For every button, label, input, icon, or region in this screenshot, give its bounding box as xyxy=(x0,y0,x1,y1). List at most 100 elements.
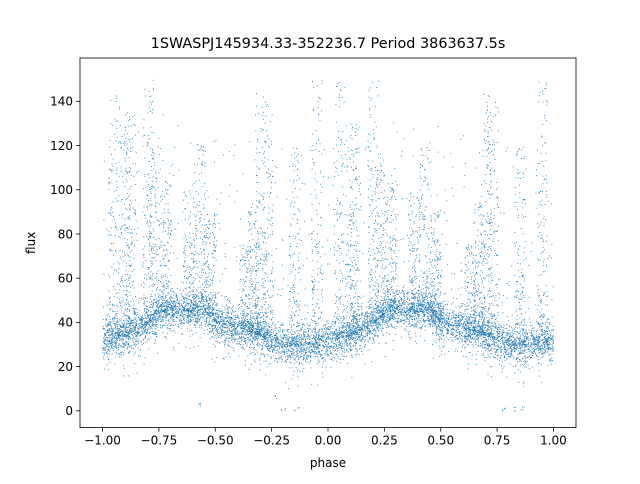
data-point xyxy=(451,317,453,319)
data-point xyxy=(503,349,505,351)
data-point xyxy=(490,331,492,333)
data-point xyxy=(213,320,215,322)
data-point xyxy=(550,332,552,334)
data-point xyxy=(391,306,393,308)
data-point xyxy=(462,344,464,346)
data-point xyxy=(279,339,281,341)
data-point xyxy=(406,308,408,310)
data-point xyxy=(334,336,336,338)
data-point xyxy=(509,343,511,345)
data-point xyxy=(549,342,551,344)
data-point xyxy=(162,306,164,308)
data-point xyxy=(376,304,378,306)
data-point xyxy=(277,336,279,338)
data-point xyxy=(272,355,274,357)
data-point xyxy=(299,335,301,337)
data-point xyxy=(518,353,520,355)
data-point xyxy=(214,327,215,329)
data-point xyxy=(508,343,510,345)
data-point xyxy=(370,300,372,301)
data-point xyxy=(485,344,486,345)
data-point xyxy=(425,310,427,312)
data-point xyxy=(413,295,415,297)
data-point xyxy=(204,314,206,316)
data-point xyxy=(225,340,227,342)
data-point xyxy=(102,326,104,327)
data-point xyxy=(418,302,420,304)
data-point xyxy=(147,316,149,318)
data-point xyxy=(179,314,181,316)
data-point xyxy=(525,346,527,348)
data-point xyxy=(212,329,214,331)
data-point xyxy=(267,332,269,334)
data-point xyxy=(370,332,372,334)
data-point xyxy=(515,348,517,350)
data-point xyxy=(281,347,283,349)
data-point xyxy=(268,346,270,348)
data-point xyxy=(198,312,200,314)
data-point xyxy=(217,335,219,337)
data-point xyxy=(465,355,467,357)
data-point xyxy=(102,356,104,358)
data-point xyxy=(375,323,377,325)
data-point xyxy=(184,317,186,319)
data-point xyxy=(235,334,237,335)
data-point xyxy=(304,348,306,350)
data-point xyxy=(212,307,214,309)
data-point xyxy=(371,317,373,318)
data-point xyxy=(423,311,425,313)
data-point xyxy=(504,331,506,333)
data-point xyxy=(487,348,489,350)
data-point xyxy=(528,348,530,350)
data-point xyxy=(523,343,525,345)
data-point xyxy=(241,333,243,335)
data-point xyxy=(326,327,328,329)
data-point xyxy=(430,318,432,320)
data-point xyxy=(226,337,227,339)
data-point xyxy=(444,321,446,322)
data-point xyxy=(108,343,110,345)
data-point xyxy=(146,314,148,316)
data-point xyxy=(108,349,110,351)
data-point xyxy=(229,302,231,304)
data-point xyxy=(203,304,205,306)
data-point xyxy=(463,313,465,315)
data-point xyxy=(136,322,138,324)
data-point xyxy=(348,328,350,330)
data-point xyxy=(324,344,326,346)
data-point xyxy=(412,316,414,318)
data-point xyxy=(232,317,234,319)
data-point xyxy=(527,356,529,358)
data-point xyxy=(389,317,391,319)
data-point xyxy=(207,308,209,310)
data-point xyxy=(352,330,354,332)
data-point xyxy=(228,341,230,343)
data-point xyxy=(393,319,395,320)
data-point xyxy=(370,322,371,324)
data-point xyxy=(221,295,222,297)
data-point xyxy=(241,321,243,323)
data-point xyxy=(118,318,120,320)
data-point xyxy=(346,346,348,348)
data-point xyxy=(276,349,278,351)
data-point xyxy=(316,348,318,350)
data-point xyxy=(375,322,377,324)
data-point xyxy=(496,327,498,329)
data-point xyxy=(406,293,408,295)
data-point xyxy=(137,339,139,341)
data-point xyxy=(331,337,333,339)
data-point xyxy=(287,341,288,343)
data-point xyxy=(513,347,515,349)
data-point xyxy=(365,336,367,338)
data-point xyxy=(143,328,145,330)
data-point xyxy=(335,328,337,330)
data-point xyxy=(529,325,531,327)
data-point xyxy=(387,300,389,302)
data-point xyxy=(349,335,351,337)
data-point xyxy=(194,324,196,326)
data-point xyxy=(356,320,358,322)
data-point xyxy=(309,347,311,349)
data-point xyxy=(528,355,530,357)
data-point xyxy=(187,302,189,304)
